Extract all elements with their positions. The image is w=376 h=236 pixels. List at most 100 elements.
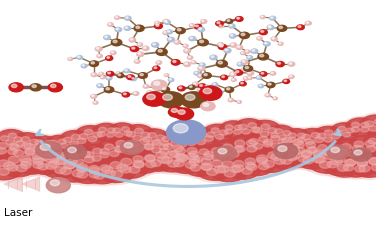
Circle shape: [235, 146, 245, 152]
Circle shape: [48, 83, 62, 92]
Circle shape: [331, 147, 340, 153]
Circle shape: [164, 21, 170, 24]
Circle shape: [327, 161, 338, 168]
Circle shape: [303, 157, 314, 164]
Circle shape: [115, 17, 117, 18]
Circle shape: [124, 134, 159, 156]
Circle shape: [188, 140, 196, 146]
Circle shape: [33, 146, 42, 152]
Circle shape: [163, 88, 166, 90]
Circle shape: [218, 149, 229, 155]
Circle shape: [159, 144, 168, 150]
Circle shape: [365, 140, 375, 147]
Circle shape: [84, 129, 93, 135]
Circle shape: [164, 140, 208, 167]
Circle shape: [197, 74, 203, 78]
Circle shape: [365, 121, 374, 126]
Circle shape: [98, 84, 100, 86]
Circle shape: [263, 160, 274, 168]
Circle shape: [346, 128, 354, 133]
Circle shape: [301, 150, 311, 156]
Circle shape: [263, 141, 272, 147]
Circle shape: [200, 144, 232, 164]
Circle shape: [14, 137, 22, 142]
Circle shape: [115, 27, 122, 32]
Circle shape: [273, 97, 277, 100]
Circle shape: [120, 166, 131, 173]
Circle shape: [244, 66, 253, 71]
Circle shape: [198, 66, 205, 71]
Circle shape: [271, 17, 273, 18]
Circle shape: [218, 91, 223, 94]
Circle shape: [261, 124, 270, 130]
Circle shape: [338, 149, 347, 155]
Circle shape: [36, 146, 68, 167]
Circle shape: [229, 34, 236, 38]
Circle shape: [100, 76, 105, 79]
Circle shape: [161, 157, 172, 164]
Circle shape: [230, 166, 241, 173]
Circle shape: [127, 146, 137, 153]
Circle shape: [244, 77, 246, 79]
Circle shape: [272, 133, 309, 155]
Circle shape: [264, 123, 298, 145]
Circle shape: [298, 26, 301, 27]
Circle shape: [135, 60, 138, 62]
Circle shape: [68, 58, 73, 60]
Circle shape: [107, 77, 109, 78]
Circle shape: [238, 63, 240, 64]
Circle shape: [185, 162, 196, 169]
Circle shape: [176, 137, 184, 143]
Circle shape: [100, 73, 102, 74]
Circle shape: [80, 158, 124, 186]
Circle shape: [154, 139, 188, 161]
Circle shape: [268, 128, 277, 133]
Circle shape: [156, 48, 167, 55]
Circle shape: [124, 131, 132, 136]
Circle shape: [269, 26, 271, 28]
Circle shape: [354, 163, 375, 176]
Circle shape: [195, 155, 235, 180]
Circle shape: [277, 142, 321, 169]
Circle shape: [133, 156, 143, 162]
Circle shape: [0, 130, 26, 148]
Circle shape: [144, 144, 154, 150]
Circle shape: [288, 137, 296, 142]
Circle shape: [69, 58, 71, 59]
Circle shape: [13, 150, 51, 174]
Circle shape: [237, 101, 241, 103]
Circle shape: [0, 148, 6, 154]
Circle shape: [154, 87, 155, 88]
Circle shape: [20, 162, 31, 169]
Circle shape: [171, 132, 200, 151]
Circle shape: [335, 130, 342, 135]
Circle shape: [279, 135, 287, 140]
Circle shape: [235, 17, 243, 21]
Circle shape: [163, 19, 169, 23]
Circle shape: [217, 22, 220, 24]
Circle shape: [189, 151, 199, 157]
Circle shape: [363, 149, 376, 175]
Circle shape: [89, 171, 100, 178]
Circle shape: [331, 153, 340, 159]
Circle shape: [184, 145, 218, 166]
Circle shape: [156, 22, 158, 23]
Circle shape: [64, 145, 86, 159]
Circle shape: [311, 132, 320, 138]
Circle shape: [203, 124, 232, 143]
Circle shape: [129, 166, 140, 173]
Circle shape: [343, 116, 376, 138]
Circle shape: [92, 156, 101, 161]
Circle shape: [305, 139, 314, 144]
Circle shape: [61, 144, 103, 171]
Circle shape: [289, 144, 299, 151]
Circle shape: [227, 88, 230, 90]
Circle shape: [229, 99, 231, 100]
Circle shape: [246, 118, 284, 142]
Circle shape: [93, 101, 98, 104]
Circle shape: [199, 149, 209, 155]
Circle shape: [264, 139, 273, 145]
Circle shape: [45, 135, 73, 153]
Circle shape: [223, 144, 233, 150]
Circle shape: [222, 76, 224, 78]
